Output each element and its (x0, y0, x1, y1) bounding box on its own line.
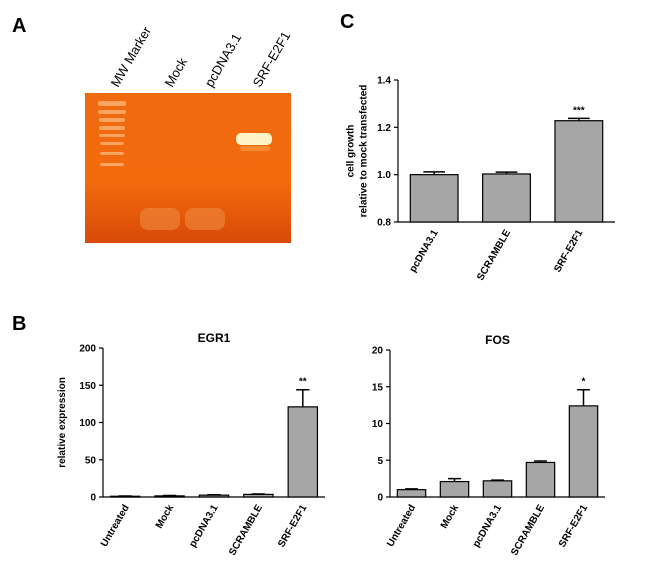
y-tick-label: 200 (79, 344, 96, 355)
bar (243, 493, 274, 498)
y-tick-label: 20 (372, 346, 384, 357)
error-bar (495, 171, 518, 174)
y-tick-label: 150 (79, 381, 96, 392)
y-tick-label: 10 (372, 419, 384, 430)
error-bar (296, 388, 310, 407)
chart-title: EGR1 (198, 331, 231, 345)
panel-label: B (12, 313, 26, 335)
bar (439, 480, 470, 498)
x-tick-label: Mock (439, 503, 462, 531)
x-tick-label: SCRAMBLE (227, 503, 265, 558)
bar (482, 480, 513, 498)
y-tick-label: 1.2 (377, 123, 391, 134)
bar (409, 174, 459, 223)
y-axis-label: relative to mock transfected (359, 85, 370, 218)
y-tick-label: 0 (90, 493, 96, 504)
error-bar (491, 479, 504, 481)
bar (287, 406, 319, 498)
x-tick-label: pcDNA3.1 (187, 503, 220, 550)
lane-label: SRF-E2F1 (250, 29, 294, 90)
x-tick-label: SCRAMBLE (475, 228, 513, 283)
x-tick-label: SRF-E2F1 (552, 228, 585, 275)
y-tick-label: 15 (372, 382, 384, 393)
x-tick-label: Untreated (99, 503, 132, 549)
bar (525, 461, 556, 498)
x-tick-label: pcDNA3.1 (408, 228, 441, 275)
error-bar (405, 488, 418, 490)
significance: * (582, 377, 586, 388)
panel-label: C (340, 11, 354, 33)
chart-title: FOS (485, 333, 510, 347)
y-tick-label: 5 (377, 456, 383, 467)
panel-label: A (12, 15, 26, 37)
x-tick-label: SCRAMBLE (509, 503, 547, 558)
x-tick-label: SRF-E2F1 (276, 503, 309, 550)
lane-label: Mock (162, 55, 191, 90)
error-bar (577, 388, 590, 406)
lane-label: pcDNA3.1 (202, 31, 245, 90)
significance: *** (573, 105, 585, 116)
y-tick-label: 0 (377, 493, 383, 504)
bar (396, 489, 427, 498)
y-tick-label: 50 (85, 455, 97, 466)
error-bar (423, 171, 446, 175)
y-tick-label: 1.0 (377, 170, 391, 181)
gel-image (85, 93, 291, 243)
x-tick-label: Mock (154, 503, 177, 531)
error-bar (534, 460, 547, 463)
y-tick-label: 0.8 (377, 218, 391, 229)
x-tick-label: SRF-E2F1 (557, 503, 590, 550)
lane-label: MW Marker (108, 23, 155, 89)
y-axis-label: cell growth (346, 125, 357, 178)
bar (568, 405, 599, 498)
significance: ** (299, 377, 307, 388)
error-bar (567, 117, 590, 121)
y-axis-label: relative expression (57, 377, 68, 468)
bar (482, 173, 531, 223)
x-tick-label: pcDNA3.1 (471, 503, 504, 550)
y-tick-label: 1.4 (377, 76, 391, 87)
bar (554, 120, 604, 223)
x-tick-label: Untreated (385, 503, 418, 549)
y-tick-label: 100 (79, 418, 96, 429)
error-bar (448, 477, 461, 482)
